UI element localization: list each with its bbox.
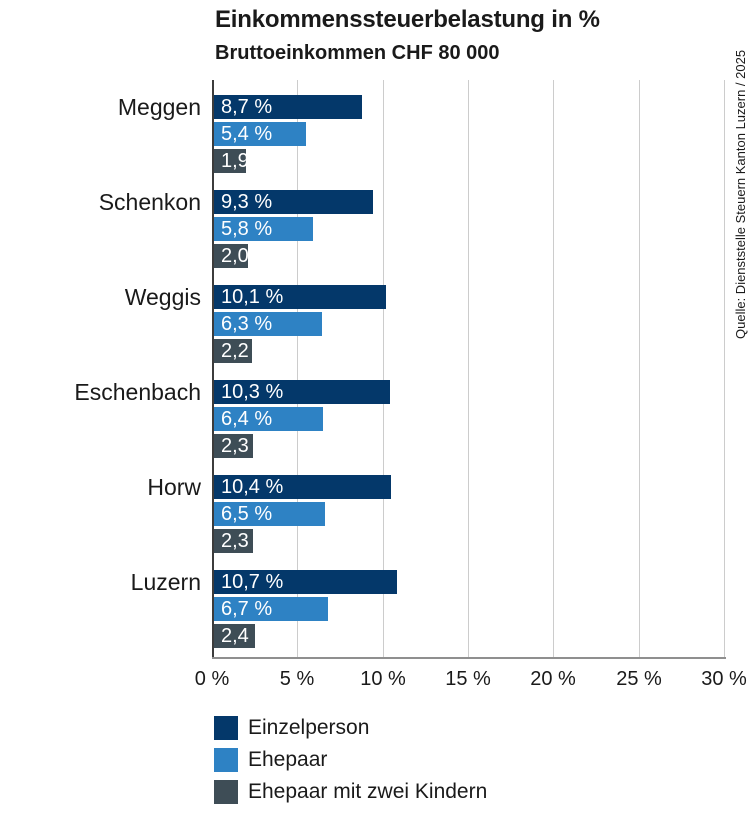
bar-value-label: 10,3 %: [221, 381, 284, 403]
x-tick-label: 25 %: [616, 668, 662, 690]
bar: 5,4 %: [214, 122, 306, 146]
bar: 6,7 %: [214, 597, 328, 621]
source-credit: Quelle: Dienststelle Steuern Kanton Luze…: [733, 49, 748, 339]
legend-label: Einzelperson: [248, 716, 370, 739]
x-tick-label: 0 %: [194, 668, 230, 690]
x-axis-line: [212, 657, 726, 659]
bar: 5,8 %: [214, 217, 313, 241]
bar: 10,1 %: [214, 285, 386, 309]
bar-value-label: 6,5 %: [221, 503, 273, 525]
x-tick-label: 15 %: [445, 668, 491, 690]
legend-swatch: [214, 716, 238, 740]
legend-item: Ehepaar: [214, 748, 487, 772]
bar-value-label: 2,3: [221, 530, 249, 552]
category-label: Horw: [147, 474, 201, 500]
bar-value-label: 6,3 %: [221, 313, 273, 335]
bar-value-label: 6,4 %: [221, 408, 273, 430]
chart-subtitle: Bruttoeinkommen CHF 80 000: [215, 42, 500, 64]
gridline: [383, 80, 384, 657]
legend-swatch: [214, 748, 238, 772]
bar: 2,4: [214, 624, 255, 648]
category-label: Eschenbach: [74, 379, 201, 405]
bar-value-label: 1,9: [221, 150, 249, 172]
bar: 2,3: [214, 529, 253, 553]
bar-value-label: 10,1 %: [221, 286, 284, 308]
bar: 9,3 %: [214, 190, 373, 214]
category-label: Meggen: [117, 94, 201, 120]
bar-value-label: 10,7 %: [221, 571, 284, 593]
gridline: [297, 80, 298, 657]
legend-label: Ehepaar mit zwei Kindern: [248, 780, 488, 803]
legend-label: Ehepaar: [248, 748, 328, 771]
category-label: Luzern: [130, 569, 201, 595]
bar-value-label: 2,0: [221, 245, 249, 267]
bar-value-label: 10,4 %: [221, 476, 284, 498]
y-axis-line: [212, 80, 214, 657]
category-label: Schenkon: [98, 189, 201, 215]
bar-value-label: 8,7 %: [221, 96, 273, 118]
bar: 2,3: [214, 434, 253, 458]
legend-swatch: [214, 780, 238, 804]
gridline: [639, 80, 640, 657]
x-tick-label: 10 %: [360, 668, 406, 690]
category-label: Weggis: [124, 284, 201, 310]
bar: 2,0: [214, 244, 249, 268]
bar-value-label: 5,4 %: [221, 123, 273, 145]
bar: 6,5 %: [214, 502, 325, 526]
bar-value-label: 6,7 %: [221, 598, 273, 620]
bar: 6,4 %: [214, 407, 323, 431]
chart-title: Einkommenssteuerbelastung in %: [215, 6, 600, 33]
bar-value-label: 5,8 %: [221, 218, 273, 240]
bar: 10,7 %: [214, 570, 397, 594]
legend: Einzelperson Ehepaar Ehepaar mit zwei Kind…: [214, 716, 487, 812]
x-tick-label: 5 %: [279, 668, 315, 690]
legend-item: Einzelperson: [214, 716, 487, 740]
bar: 8,7 %: [214, 95, 362, 119]
x-tick-label: 20 %: [530, 668, 576, 690]
bar-value-label: 2,4: [221, 625, 249, 647]
legend-item: Ehepaar mit zwei Kindern: [214, 780, 487, 804]
bar-value-label: 2,2: [221, 340, 249, 362]
gridline: [553, 80, 554, 657]
bar: 2,2: [214, 339, 252, 363]
bar-value-label: 2,3: [221, 435, 249, 457]
x-tick-label: 30 %: [701, 668, 747, 690]
gridline: [468, 80, 469, 657]
plot-area: 8,7 % 5,4 % 1,9 9,3 % 5,8 % 2,0 10,1 % 6,3 % 2,2…: [212, 80, 726, 659]
bar-value-label: 9,3 %: [221, 191, 273, 213]
bar: 1,9: [214, 149, 249, 173]
bar: 10,3 %: [214, 380, 390, 404]
gridline: [724, 80, 725, 657]
bar: 10,4 %: [214, 475, 391, 499]
bar: 6,3 %: [214, 312, 322, 336]
